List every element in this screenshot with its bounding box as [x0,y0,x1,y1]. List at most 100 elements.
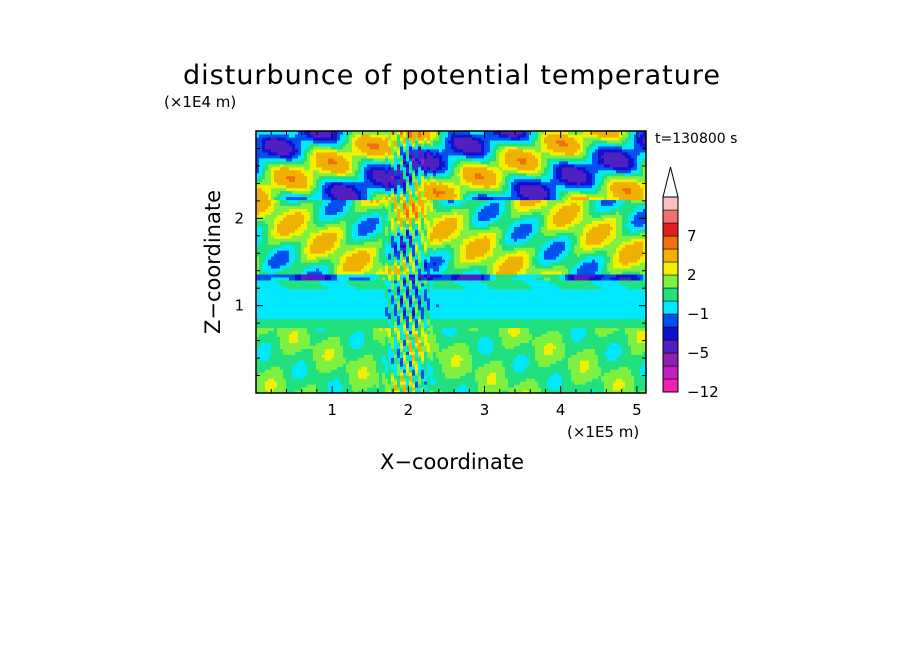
contour-cell [376,297,380,302]
contour-cell [337,276,341,281]
contour-cell [292,390,296,393]
contour-cell [388,318,392,323]
contour-cell [298,256,302,260]
contour-cell [358,181,362,186]
contour-cell [271,264,275,269]
contour-cell [307,345,311,349]
contour-cell [373,273,377,278]
contour-cell [292,309,296,314]
contour-cell [379,163,383,168]
contour-cell [295,169,299,174]
contour-cell [376,351,380,355]
contour-cell [265,214,269,218]
contour-cell [343,363,347,367]
contour-cell [349,214,353,218]
contour-cell [388,202,392,207]
contour-cell [295,378,299,382]
contour-cell [370,336,374,341]
contour-cell [271,178,275,183]
contour-cell [328,244,332,248]
contour-cell [379,205,383,210]
contour-cell [385,321,389,326]
contour-cell [262,351,266,355]
contour-cell [304,205,308,210]
contour-cell [283,169,287,174]
contour-cell [355,285,359,290]
contour-cell [265,267,269,272]
contour-cell [352,294,356,299]
contour-cell [376,238,380,242]
contour-cell [376,148,380,153]
contour-cell [259,241,263,245]
contour-cell [295,264,299,269]
contour-cell [319,270,323,275]
contour-cell [283,178,287,183]
contour-cell [256,202,260,207]
contour-cell [328,291,332,296]
contour-cell [367,202,371,207]
contour-cell [298,175,302,180]
contour-cell [277,202,281,207]
contour-cell [277,220,281,224]
contour-cell [358,217,362,221]
contour-cell [379,315,383,320]
contour-cell [364,315,368,320]
contour-cell [370,354,374,358]
contour-cell [277,184,281,189]
contour-cell [322,384,326,388]
contour-cell [307,324,311,329]
contour-cell [274,270,278,275]
contour-cell [376,315,380,320]
contour-cell [337,196,341,201]
contour-cell [295,208,299,212]
contour-cell [271,381,275,385]
contour-cell [271,256,275,260]
contour-cell [304,202,308,207]
contour-cell [322,342,326,346]
contour-cell [268,229,272,233]
contour-cell [352,256,356,260]
contour-cell [343,148,347,153]
contour-cell [388,375,392,379]
contour-cell [331,342,335,346]
contour-cell [304,241,308,245]
contour-cell [289,133,293,138]
contour-cell [331,351,335,355]
contour-cell [283,145,287,150]
contour-cell [337,259,341,263]
contour-cell [334,157,338,162]
contour-cell [307,253,311,257]
contour-cell [319,330,323,335]
contour-cell [358,384,362,388]
contour-cell [310,235,314,239]
contour-cell [292,190,296,195]
contour-cell [259,360,263,364]
contour-cell [292,211,296,215]
contour-cell [376,157,380,162]
contour-cell [370,247,374,251]
contour-cell [304,232,308,236]
contour-cell [319,264,323,269]
contour-cell [349,172,353,177]
contour-cell [286,190,290,195]
contour-cell [319,223,323,227]
contour-cell [304,262,308,266]
contour-cell [283,190,287,195]
contour-cell [325,300,329,305]
contour-cell [280,163,284,168]
contour-cell [265,205,269,210]
contour-cell [370,348,374,352]
contour-cell [316,321,320,326]
contour-cell [292,196,296,201]
contour-cell [274,309,278,314]
contour-cell [352,154,356,159]
contour-cell [277,339,281,343]
contour-cell [358,342,362,346]
contour-cell [331,229,335,233]
contour-cell [313,166,317,171]
contour-cell [382,205,386,210]
contour-cell [286,270,290,275]
contour-cell [274,282,278,287]
contour-cell [331,232,335,236]
contour-cell [367,363,371,367]
